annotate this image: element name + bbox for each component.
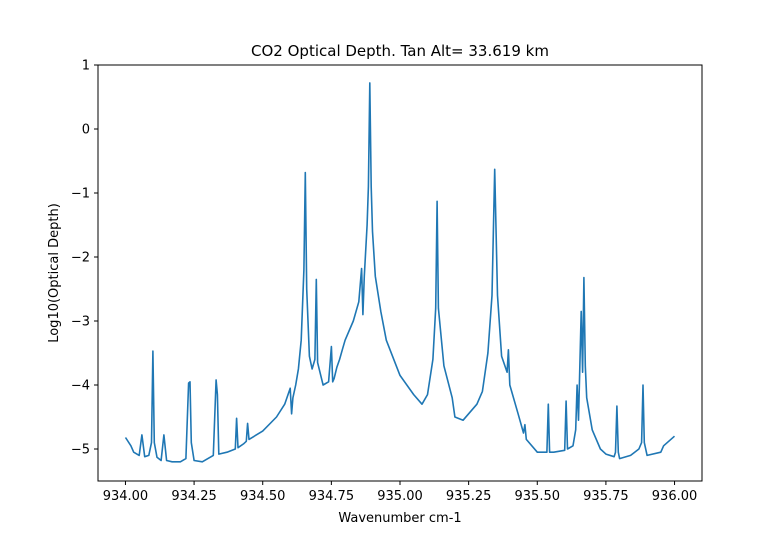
x-tick-label: 935.25: [446, 489, 492, 504]
y-axis: 1 0 −1 −2 −3 −4 −5: [71, 59, 98, 458]
x-tick-label: 935.50: [515, 489, 561, 504]
x-tick-label: 934.75: [309, 489, 355, 504]
x-tick-label: 935.00: [377, 489, 423, 504]
y-tick-label: −5: [71, 443, 90, 458]
series-line: [124, 82, 676, 463]
x-tick-label: 934.00: [103, 489, 149, 504]
y-tick-label: 0: [82, 123, 90, 138]
plot-area: [124, 82, 676, 463]
x-tick-label: 934.50: [240, 489, 286, 504]
y-tick-label: 1: [82, 59, 90, 74]
x-tick-label: 934.25: [171, 489, 217, 504]
x-tick-label: 936.00: [652, 489, 698, 504]
y-tick-label: −1: [71, 187, 90, 202]
y-tick-label: −4: [71, 379, 90, 394]
y-tick-label: −3: [71, 315, 90, 330]
chart-title: CO2 Optical Depth. Tan Alt= 33.619 km: [251, 42, 549, 60]
x-axis-label: Wavenumber cm-1: [338, 511, 461, 526]
y-tick-label: −2: [71, 251, 90, 266]
x-tick-label: 935.75: [583, 489, 629, 504]
y-axis-label: Log10(Optical Depth): [47, 203, 62, 343]
x-axis: 934.00 934.25 934.50 934.75 935.00 935.25 935.…: [103, 481, 698, 504]
